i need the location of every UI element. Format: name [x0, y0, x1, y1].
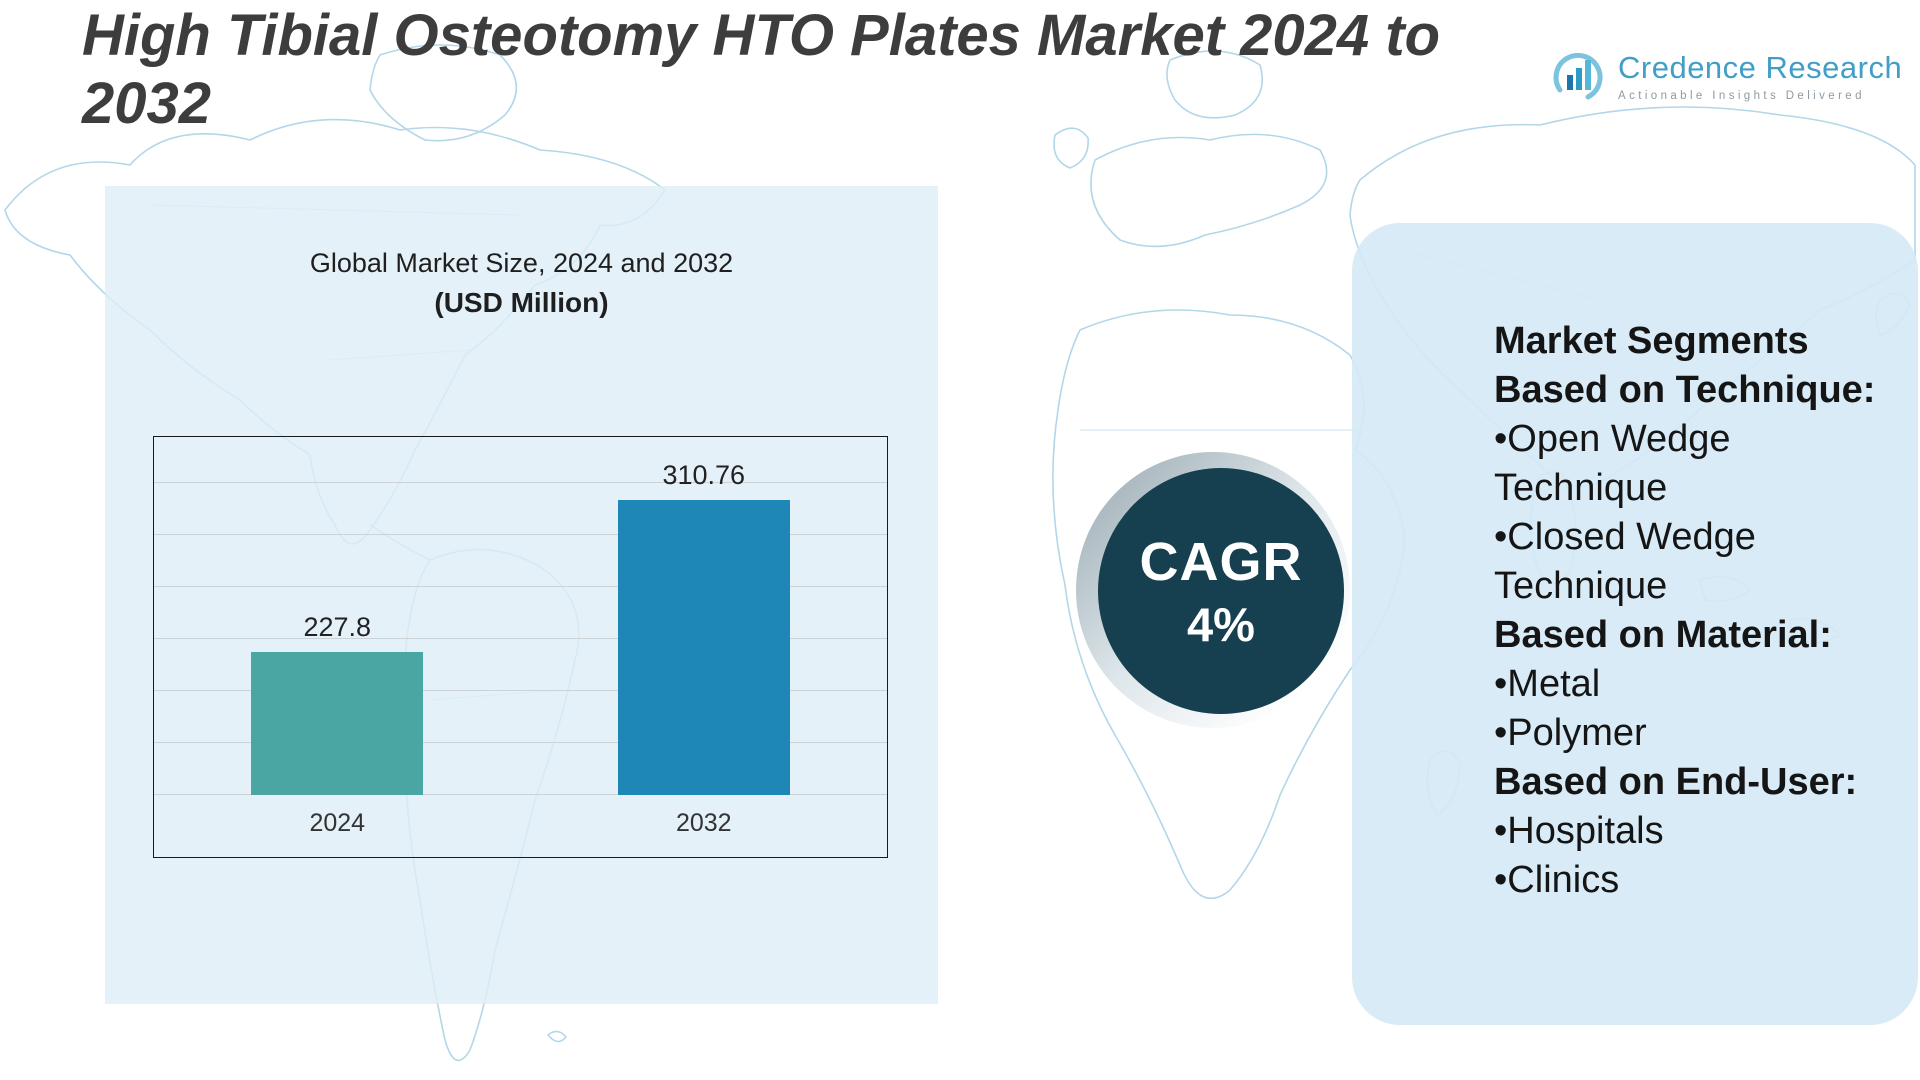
segments-text: Market Segments Based on Technique: •Ope… — [1352, 223, 1918, 905]
chart-title-line2: (USD Million) — [434, 287, 609, 318]
segment-item-closed-wedge: •Closed Wedge Technique — [1494, 516, 1756, 607]
logo-tagline: Actionable Insights Delivered — [1618, 90, 1865, 102]
x-label-2032: 2032 — [675, 809, 732, 837]
bar-column-2024: 227.8 — [154, 437, 521, 795]
segments-panel: Market Segments Based on Technique: •Ope… — [1352, 223, 1918, 1025]
segment-group-label-technique: Based on Technique: — [1494, 369, 1876, 411]
bar-value-label-2032: 310.76 — [662, 460, 746, 490]
segment-item-hospitals: •Hospitals — [1494, 810, 1664, 852]
segment-item-open-wedge: •Open Wedge Technique — [1494, 418, 1731, 509]
segment-item-clinics: •Clinics — [1494, 859, 1620, 901]
logo-text: Credence Research Actionable Insights De… — [1618, 50, 1902, 102]
map-europe — [1090, 133, 1328, 248]
bar-column-2032: 310.76 — [521, 437, 888, 795]
plot-area: 227.8 310.76 — [154, 437, 887, 795]
segment-group-label-material: Based on Material: — [1494, 614, 1832, 656]
page-title: High Tibial Osteotomy HTO Plates Market … — [82, 3, 1441, 136]
x-axis-labels: 2024 2032 — [154, 795, 887, 857]
map-falklands — [547, 1030, 567, 1043]
credence-logo-icon — [1553, 52, 1603, 100]
cagr-badge: CAGR 4% — [1076, 452, 1350, 728]
segment-item-polymer: •Polymer — [1494, 712, 1647, 754]
map-scandinavia — [1166, 50, 1264, 119]
map-greenland — [369, 44, 518, 142]
cagr-label: CAGR — [1139, 531, 1303, 592]
x-label-2024: 2024 — [309, 809, 366, 837]
logo-brand-text: Credence Research — [1618, 50, 1903, 85]
bar-value-label-2024: 227.8 — [303, 612, 372, 642]
segments-heading: Market Segments — [1494, 320, 1809, 362]
chart-title: Global Market Size, 2024 and 2032 (USD M… — [105, 248, 938, 319]
map-british-isles — [1053, 127, 1089, 169]
segment-group-label-end-user: Based on End-User: — [1494, 761, 1858, 803]
cagr-value: 4% — [1187, 597, 1255, 651]
bar-2032 — [617, 500, 790, 795]
chart-panel: Global Market Size, 2024 and 2032 (USD M… — [105, 186, 938, 1004]
credence-logo: Credence Research Actionable Insights De… — [1548, 46, 1902, 106]
segment-item-metal: •Metal — [1494, 663, 1601, 705]
bar-2024 — [251, 652, 424, 795]
chart-title-line1: Global Market Size, 2024 and 2032 — [309, 248, 734, 278]
cagr-badge-circle: CAGR 4% — [1098, 468, 1344, 714]
map-africa — [1052, 309, 1406, 900]
bar-chart: 227.8 310.76 2024 2032 — [153, 436, 888, 858]
